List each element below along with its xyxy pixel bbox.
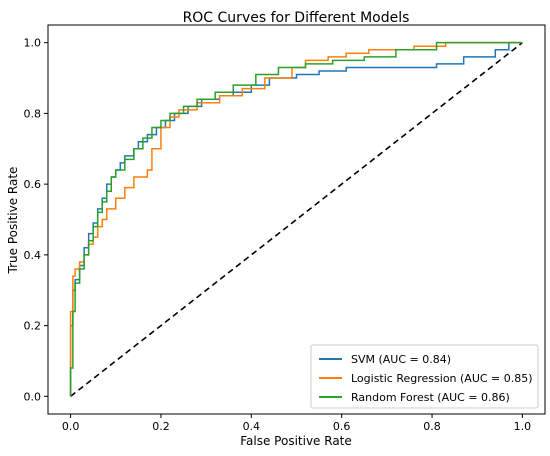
roc-line-svm bbox=[69, 41, 523, 397]
x-tick-label: 0.0 bbox=[62, 420, 80, 433]
y-axis-label: True Positive Rate bbox=[6, 167, 20, 275]
y-tick-label: 0.0 bbox=[24, 390, 42, 403]
chart-title: ROC Curves for Different Models bbox=[183, 10, 410, 26]
y-tick-label: 0.4 bbox=[24, 249, 42, 262]
legend-box bbox=[310, 344, 539, 409]
legend: SVM (AUC = 0.84) Logistic Regression (AU… bbox=[310, 344, 539, 409]
y-tick-label: 1.0 bbox=[24, 37, 42, 50]
y-tick-label: 0.6 bbox=[24, 178, 42, 191]
x-tick-label: 1.0 bbox=[514, 420, 532, 433]
x-tick-label: 0.4 bbox=[243, 420, 261, 433]
legend-label-random-forest: Random Forest (AUC = 0.86) bbox=[351, 391, 510, 404]
x-tick-label: 0.8 bbox=[423, 420, 441, 433]
roc-line-random-forest bbox=[69, 41, 523, 397]
y-axis-ticks: 0.0 0.2 0.4 0.6 0.8 1.0 bbox=[24, 37, 48, 403]
y-tick-label: 0.8 bbox=[24, 107, 42, 120]
chance-diagonal-line bbox=[70, 42, 523, 397]
legend-label-logistic-regression: Logistic Regression (AUC = 0.85) bbox=[351, 372, 533, 385]
x-axis-ticks: 0.0 0.2 0.4 0.6 0.8 1.0 bbox=[62, 414, 531, 433]
x-axis-label: False Positive Rate bbox=[240, 434, 352, 448]
y-tick-label: 0.2 bbox=[24, 320, 42, 333]
x-tick-label: 0.6 bbox=[333, 420, 351, 433]
series-layer bbox=[69, 41, 523, 397]
legend-label-svm: SVM (AUC = 0.84) bbox=[351, 353, 451, 366]
x-tick-label: 0.2 bbox=[152, 420, 170, 433]
diagonal-layer bbox=[70, 42, 523, 397]
